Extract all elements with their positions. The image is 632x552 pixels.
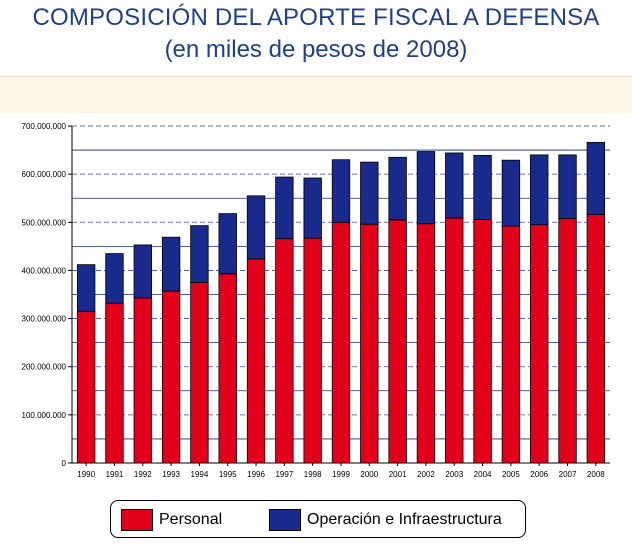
y-tick-label: 0 [62,459,67,468]
x-tick-label: 2002 [417,470,435,479]
bar-operacion [303,177,322,239]
bar-operacion [275,176,294,240]
bar-personal [360,223,379,464]
bar-operacion [388,156,407,221]
x-tick-label: 1995 [219,470,237,479]
legend-item-personal: Personal [121,509,222,531]
bar-personal [558,218,577,464]
x-tick-label: 1997 [275,470,293,479]
bar-operacion [360,161,379,225]
x-tick-label: 1992 [134,470,152,479]
page-title: COMPOSICIÓN DEL APORTE FISCAL A DEFENSA [32,4,600,31]
stacked-bar-chart: 0 100.000.000 200.000.000 300.000.000 400.00… [22,122,610,479]
y-tick-label: 600.000.000 [22,170,67,179]
bar-operacion [218,213,237,275]
bar-operacion [331,159,351,223]
y-tick-label: 200.000.000 [22,363,67,372]
x-tick-label: 2004 [474,470,492,479]
bar-personal [445,217,464,464]
bar-personal [190,282,209,464]
x-tick-label: 2006 [530,470,548,479]
y-tick-label: 400.000.000 [22,266,67,275]
legend-swatch-operacion [269,509,301,531]
chart-area: 0 100.000.000 200.000.000 300.000.000 400.00… [0,116,632,552]
legend-swatch-personal [121,509,153,531]
bar-personal [303,237,322,464]
bar-personal [586,214,606,464]
y-tick-label: 500.000.000 [22,218,67,227]
bar-operacion [558,154,577,219]
legend-item-operacion: Operación e Infraestructura [269,509,502,531]
chart-legend: Personal Operación e Infraestructura [110,500,526,538]
bar-operacion [501,159,521,227]
x-tick-label: 2005 [502,470,520,479]
x-tick-label: 1999 [332,470,350,479]
bar-operacion [416,151,436,225]
bar-personal [473,218,492,464]
bar-personal [275,238,294,464]
x-tick-label: 2008 [587,470,605,479]
bar-operacion [473,154,492,220]
bar-operacion [586,141,606,215]
x-tick-label: 2000 [360,470,378,479]
x-tick-label: 1993 [162,470,180,479]
bar-operacion [161,236,181,292]
x-tick-label: 1991 [106,470,124,479]
bar-personal [133,297,152,464]
x-tick-label: 2001 [389,470,407,479]
bar-personal [218,273,237,464]
bar-personal [416,223,436,464]
bar-personal [530,224,549,464]
bar-personal [388,219,407,464]
bar-personal [105,302,124,464]
bar-operacion [530,154,549,226]
x-tick-label: 2007 [559,470,577,479]
bar-operacion [105,253,124,304]
bar-personal [331,221,351,464]
legend-label-personal: Personal [159,511,223,528]
y-tick-label: 300.000.000 [22,315,67,324]
bar-personal [76,310,96,464]
bar-operacion [246,195,266,260]
y-tick-label: 700.000.000 [22,122,67,131]
x-tick-label: 2003 [445,470,463,479]
y-tick-label: 100.000.000 [22,411,67,420]
bar-personal [246,258,266,464]
x-tick-label: 1994 [191,470,209,479]
legend-label-operacion: Operación e Infraestructura [307,511,502,528]
bar-personal [161,290,181,464]
page-subtitle: (en miles de pesos de 2008) [164,36,468,63]
bar-personal [501,225,521,464]
x-tick-label: 1996 [247,470,265,479]
x-tick-label: 1998 [304,470,322,479]
decorative-band [0,76,632,113]
bar-operacion [76,264,96,312]
bar-operacion [133,244,152,299]
title-block: COMPOSICIÓN DEL APORTE FISCAL A DEFENSA … [0,0,632,78]
bar-operacion [445,152,464,219]
bar-operacion [190,225,209,283]
x-tick-label: 1990 [77,470,95,479]
